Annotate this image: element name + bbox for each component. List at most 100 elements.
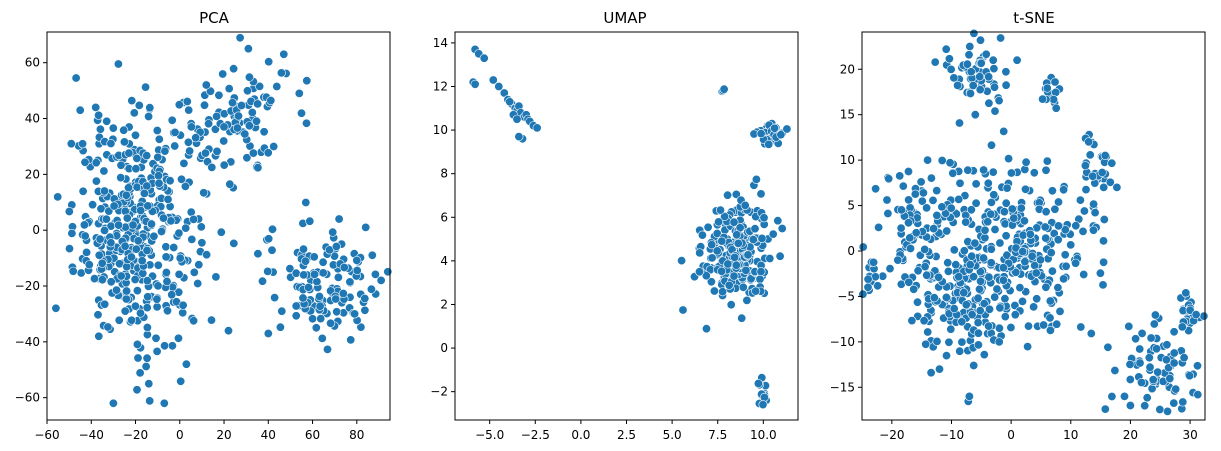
pca-point [315, 301, 325, 311]
umap-point [505, 97, 515, 107]
tsne-y-tick-label: −15 [830, 380, 855, 394]
tsne-point [1100, 151, 1110, 161]
tsne-point [966, 205, 976, 215]
umap-point [701, 324, 711, 334]
tsne-point [995, 238, 1005, 248]
pca-point [165, 176, 175, 186]
tsne-y-tick-label: 20 [840, 62, 855, 76]
pca-point [242, 153, 252, 163]
pca-point [80, 231, 90, 241]
tsne-point [973, 340, 983, 350]
umap-point [724, 280, 734, 290]
pca-points [51, 33, 393, 408]
tsne-point [984, 304, 994, 314]
tsne-point [913, 266, 923, 276]
tsne-point [932, 336, 942, 346]
umap-point [723, 190, 733, 200]
tsne-x-tick-label: −20 [879, 428, 904, 442]
umap-point [733, 238, 743, 248]
pca-point [235, 33, 245, 43]
tsne-point [1169, 348, 1179, 358]
pca-point [200, 100, 210, 110]
pca-point [299, 270, 309, 280]
tsne-y-tick-label: −5 [837, 289, 855, 303]
pca-point [219, 122, 229, 132]
pca-point [361, 222, 371, 232]
tsne-point [1071, 258, 1081, 268]
pca-point [253, 99, 263, 109]
pca-point [152, 126, 162, 136]
umap-point [756, 129, 766, 139]
pca-point [99, 166, 109, 176]
pca-point [159, 213, 169, 223]
pca-point [244, 121, 254, 131]
tsne-point [1031, 268, 1041, 278]
pca-point [279, 49, 289, 59]
tsne-point [1099, 182, 1109, 192]
pca-point [65, 244, 75, 254]
umap-point [709, 286, 719, 296]
umap-point [765, 254, 775, 264]
pca-point [181, 223, 191, 233]
pca-point [277, 306, 287, 316]
tsne-point [986, 258, 996, 268]
umap-point [764, 139, 774, 149]
pca-point [266, 96, 276, 106]
pca-y-tick-label: 20 [25, 167, 40, 181]
pca-point [272, 82, 282, 92]
pca-point [84, 260, 94, 270]
pca-point [240, 129, 250, 139]
pca-x-tick-label: −20 [123, 428, 148, 442]
pca-point [106, 238, 116, 248]
pca-point [120, 241, 130, 251]
tsne-point [1059, 185, 1069, 195]
pca-y-tick-label: 0 [32, 223, 40, 237]
pca-point [193, 278, 203, 288]
tsne-point [926, 368, 936, 378]
pca-point [225, 179, 235, 189]
tsne-point [1144, 353, 1154, 363]
tsne-point [1021, 157, 1031, 167]
tsne-point [1152, 344, 1162, 354]
pca-point [332, 307, 342, 317]
tsne-point [1024, 321, 1034, 331]
pca-point [229, 238, 239, 248]
pca-point [120, 306, 130, 316]
tsne-axes-frame [861, 31, 1206, 421]
umap-x-tick-label: 5.0 [663, 428, 682, 442]
pca-panel: PCA −60 −40 −20 0 20 40 60 80 −60 −40 −20 0 20 40 60 [15, 9, 393, 442]
tsne-point [1120, 391, 1130, 401]
pca-point [108, 398, 118, 408]
umap-point [712, 246, 722, 256]
tsne-point [959, 246, 969, 256]
tsne-point [1095, 268, 1105, 278]
pca-point [207, 162, 217, 172]
tsne-point [1050, 77, 1060, 87]
tsne-point [1046, 248, 1056, 258]
tsne-point [971, 179, 981, 189]
umap-y-tick-label: 2 [440, 297, 448, 311]
tsne-point [1181, 288, 1191, 298]
tsne-point [1169, 358, 1179, 368]
pca-point [318, 268, 328, 278]
umap-point [742, 295, 752, 305]
tsne-point [884, 174, 894, 184]
tsne-point [912, 297, 922, 307]
tsne-point [961, 300, 971, 310]
tsne-point [986, 140, 996, 150]
pca-point [174, 333, 184, 343]
umap-point [731, 189, 741, 199]
tsne-point [1036, 255, 1046, 265]
umap-point [751, 174, 761, 184]
umap-point [729, 217, 739, 227]
tsne-point [905, 244, 915, 254]
tsne-point [971, 198, 981, 208]
pca-point [160, 341, 170, 351]
pca-point [218, 69, 228, 79]
tsne-point [941, 292, 951, 302]
tsne-point [951, 260, 961, 270]
umap-point [703, 222, 713, 232]
umap-point [731, 260, 741, 270]
tsne-point [1004, 154, 1014, 164]
